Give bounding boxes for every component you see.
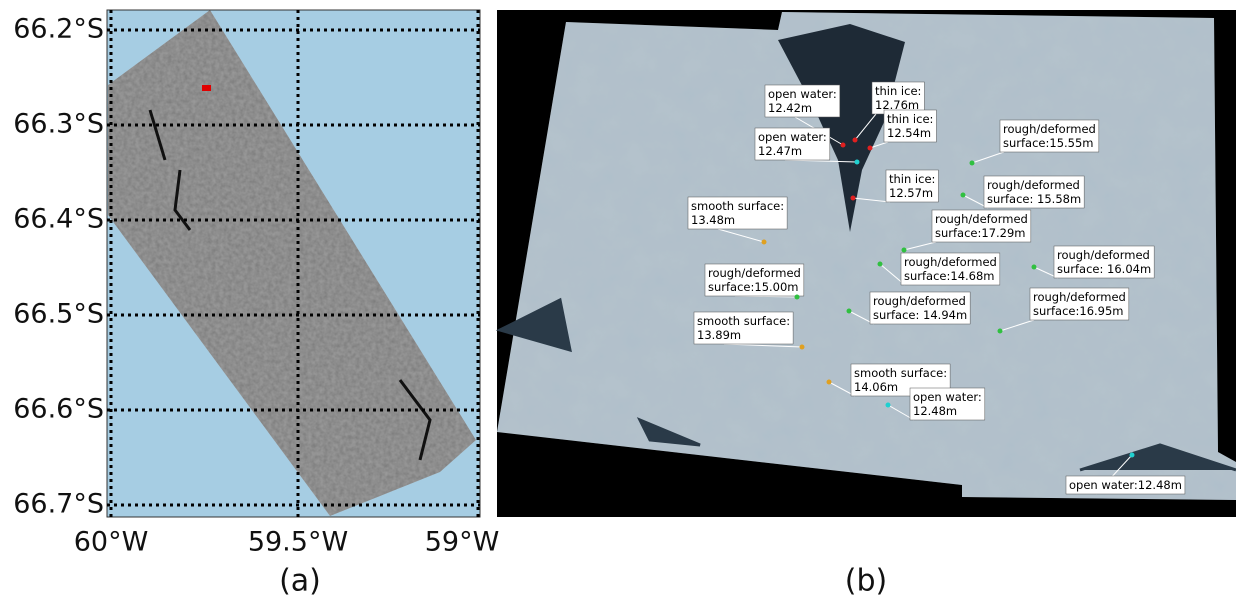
sample-point [998, 329, 1003, 334]
label-text: smooth surface: [691, 199, 784, 213]
sample-point [855, 160, 860, 165]
lat-label: 66.7°S [13, 489, 104, 520]
label-text: thin ice: [889, 172, 935, 186]
lat-label: 66.3°S [13, 109, 104, 140]
label-text: surface:15.00m [708, 280, 799, 294]
sample-point [961, 193, 966, 198]
label-text: rough/deformed [935, 212, 1028, 226]
label-text: rough/deformed [873, 294, 966, 308]
lat-label: 66.5°S [13, 299, 104, 330]
sample-point [878, 262, 883, 267]
label-text: smooth surface: [697, 314, 790, 328]
sample-point [970, 161, 975, 166]
label-text: rough/deformed [1057, 248, 1150, 262]
label-text: open water: [913, 390, 982, 404]
label-text: rough/deformed [1003, 122, 1096, 136]
label-text: surface:14.68m [904, 269, 995, 283]
sample-point [847, 309, 852, 314]
lat-label: 66.4°S [13, 204, 104, 235]
label-text: thin ice: [875, 84, 921, 98]
sample-point [1130, 453, 1135, 458]
sample-point [841, 143, 846, 148]
label-text: surface:15.55m [1003, 136, 1094, 150]
label-text: 12.42m [768, 101, 812, 115]
label-text: surface: 14.94m [873, 308, 967, 322]
label-text: 12.47m [758, 144, 802, 158]
sample-point [853, 138, 858, 143]
label-text: 12.57m [889, 186, 933, 200]
lat-label: 66.2°S [13, 14, 104, 45]
label-text: surface:17.29m [935, 226, 1026, 240]
label-text: rough/deformed [904, 255, 997, 269]
label-text: 12.54m [887, 126, 931, 140]
location-marker [202, 85, 211, 91]
label-text: open water: [758, 130, 827, 144]
label-text: 12.48m [913, 404, 957, 418]
sample-point [851, 196, 856, 201]
sample-point [762, 240, 767, 245]
label-text: open water:12.48m [1069, 478, 1182, 492]
label-text: rough/deformed [1033, 290, 1126, 304]
label-text: 13.48m [691, 213, 735, 227]
label-text: 14.06m [854, 380, 898, 394]
lon-label: 59.5°W [248, 527, 348, 558]
lat-label: 66.6°S [13, 394, 104, 425]
sample-point [868, 146, 873, 151]
sample-point [902, 248, 907, 253]
panel-label: (a) [279, 564, 321, 599]
label-text: rough/deformed [987, 178, 1080, 192]
label-text: surface: 16.04m [1057, 262, 1151, 276]
sample-point [795, 295, 800, 300]
label-text: 13.89m [697, 328, 741, 342]
label-text: surface:16.95m [1033, 304, 1124, 318]
sample-point [827, 380, 832, 385]
figure: open water:12.42mthin ice:12.76mthin ice… [0, 0, 1236, 608]
sample-point [886, 403, 891, 408]
annotation: smooth surface:13.89m [694, 312, 805, 350]
label-text: smooth surface: [854, 366, 947, 380]
label-text: thin ice: [887, 112, 933, 126]
label-text: rough/deformed [708, 266, 801, 280]
label-text: open water: [768, 87, 837, 101]
sample-point [800, 345, 805, 350]
lon-label: 59°W [425, 527, 500, 558]
label-text: surface: 15.58m [987, 192, 1081, 206]
lon-label: 60°W [74, 527, 149, 558]
sample-point [1032, 265, 1037, 270]
panel-label: (b) [845, 564, 887, 599]
